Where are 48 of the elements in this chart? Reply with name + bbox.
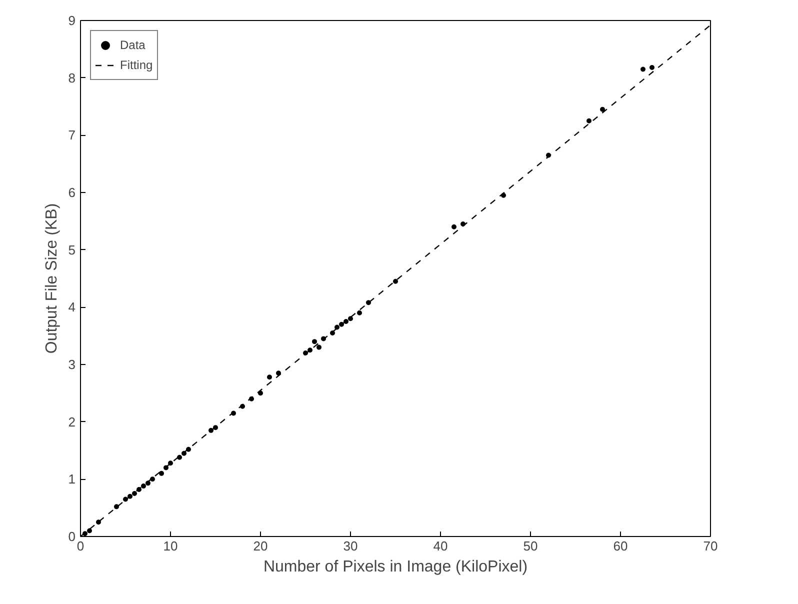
point: [168, 460, 173, 466]
x-tick-label: 30: [343, 538, 358, 554]
y-tick-label: 9: [68, 13, 76, 28]
point: [141, 484, 146, 489]
point: [177, 454, 182, 460]
point: [123, 496, 128, 502]
y-tick-label: 8: [68, 70, 76, 86]
point: [276, 370, 281, 376]
point: [334, 324, 340, 330]
x-axis-title: Number of Pixels in Image (KiloPixel): [263, 558, 528, 576]
x-tick-label: 70: [703, 538, 718, 554]
point: [316, 344, 322, 350]
x-tick-label: 20: [253, 538, 268, 554]
y-tick-label: 0: [68, 529, 76, 544]
point: [640, 66, 646, 72]
x-tick-label: 40: [433, 538, 448, 554]
point: [330, 330, 335, 336]
point: [357, 310, 362, 316]
point: [366, 300, 371, 306]
point: [312, 339, 317, 344]
point: [159, 470, 164, 476]
legend-label: Fitting: [120, 58, 153, 72]
x-tick-label: 60: [613, 538, 628, 554]
point: [87, 528, 92, 534]
y-tick-label: 7: [68, 128, 76, 143]
y-tick-label: 3: [68, 357, 76, 372]
y-tick-label: 2: [68, 414, 76, 430]
point: [132, 491, 137, 496]
point: [393, 278, 398, 284]
y-axis-title: Output File Size (KB): [43, 203, 60, 354]
point: [650, 65, 654, 70]
point: [267, 374, 272, 380]
point: [586, 118, 592, 124]
point: [186, 446, 191, 452]
point: [150, 476, 155, 482]
point: [348, 316, 353, 322]
legend-label: Data: [120, 38, 146, 52]
point: [452, 224, 456, 230]
point: [600, 106, 605, 112]
y-tick-label: 4: [68, 300, 76, 315]
y-tick-label: 1: [68, 472, 76, 487]
x-tick-label: 50: [523, 538, 538, 554]
point: [96, 520, 101, 525]
x-tick-label: 10: [163, 538, 178, 554]
point: [114, 504, 119, 510]
point: [308, 348, 312, 353]
y-tick-label: 6: [68, 185, 76, 200]
y-tick-label: 5: [68, 242, 76, 258]
